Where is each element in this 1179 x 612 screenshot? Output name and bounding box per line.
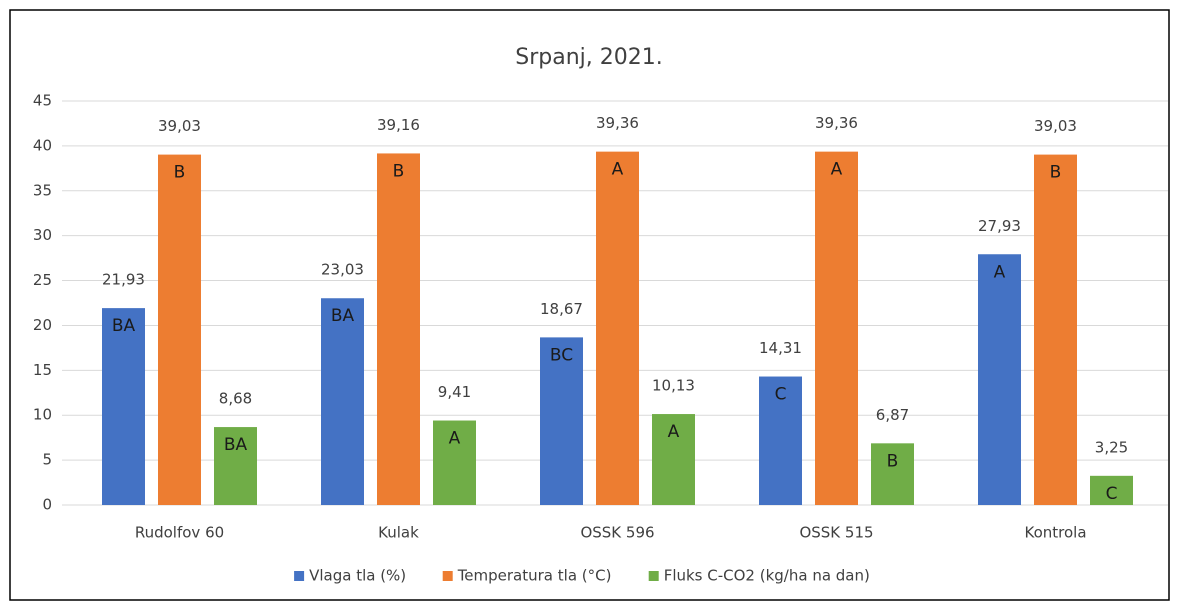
y-tick-label: 25 <box>33 271 52 289</box>
bar <box>815 151 858 505</box>
legend-label: Vlaga tla (%) <box>309 567 406 585</box>
y-tick-label: 40 <box>33 136 52 154</box>
x-tick-label: Kulak <box>378 524 419 542</box>
x-tick-label: OSSK 515 <box>799 524 873 542</box>
legend-swatch <box>294 571 305 581</box>
value-label: 14,31 <box>759 339 802 357</box>
bar <box>1034 154 1077 505</box>
value-label: 27,93 <box>978 217 1021 235</box>
x-tick-label: OSSK 596 <box>580 524 654 542</box>
bar <box>759 376 802 505</box>
bar <box>377 153 420 505</box>
value-label: 39,36 <box>815 114 858 132</box>
y-tick-label: 30 <box>33 226 52 244</box>
bar <box>158 154 201 505</box>
bar <box>1090 475 1133 505</box>
bar-annotation: B <box>1050 163 1062 183</box>
bar-annotation: C <box>1106 484 1118 504</box>
bar-annotation: B <box>887 451 899 471</box>
y-tick-label: 20 <box>33 316 52 334</box>
bar <box>652 414 695 505</box>
value-label: 21,93 <box>102 271 145 289</box>
bar <box>102 308 145 505</box>
bar-annotation: BA <box>112 316 136 336</box>
value-label: 9,41 <box>438 383 471 401</box>
bar-annotation: C <box>775 385 787 405</box>
bar <box>978 254 1021 505</box>
bar-annotation: A <box>994 262 1006 282</box>
bar-annotation: B <box>174 163 186 183</box>
legend-swatch <box>442 571 453 581</box>
value-label: 39,03 <box>1034 117 1077 135</box>
value-label: 39,16 <box>377 116 420 134</box>
bar <box>433 420 476 505</box>
legend-label: Temperatura tla (°C) <box>457 567 612 585</box>
value-label: 6,87 <box>876 406 909 424</box>
bar <box>214 427 257 505</box>
bar <box>321 298 364 505</box>
x-tick-label: Rudolfov 60 <box>135 524 224 542</box>
chart-title: Srpanj, 2021. <box>515 45 662 70</box>
y-tick-label: 35 <box>33 181 52 199</box>
y-tick-label: 5 <box>42 451 52 469</box>
bar-annotation: A <box>831 160 843 180</box>
bar-annotation: BA <box>224 435 248 455</box>
y-tick-label: 0 <box>42 496 52 514</box>
value-label: 39,36 <box>596 114 639 132</box>
y-tick-label: 10 <box>33 406 52 424</box>
bar <box>540 337 583 505</box>
bar-annotation: A <box>449 429 461 449</box>
legend-label: Fluks C-CO2 (kg/ha na dan) <box>664 567 870 585</box>
value-label: 10,13 <box>652 377 695 395</box>
bar-annotation: A <box>612 160 624 180</box>
bar-annotation: A <box>668 422 680 442</box>
bar <box>871 443 914 505</box>
bar <box>596 151 639 505</box>
x-tick-label: Kontrola <box>1024 524 1086 542</box>
y-tick-label: 15 <box>33 361 52 379</box>
bar-annotation: B <box>393 161 405 181</box>
value-label: 8,68 <box>219 390 252 408</box>
value-label: 3,25 <box>1095 438 1128 456</box>
chart-border <box>9 9 1170 601</box>
legend-swatch <box>648 571 659 581</box>
value-label: 23,03 <box>321 261 364 279</box>
value-label: 18,67 <box>540 300 583 318</box>
bar-annotation: BC <box>550 345 573 365</box>
value-label: 39,03 <box>158 117 201 135</box>
y-tick-label: 45 <box>33 92 52 110</box>
bar-annotation: BA <box>331 306 355 326</box>
